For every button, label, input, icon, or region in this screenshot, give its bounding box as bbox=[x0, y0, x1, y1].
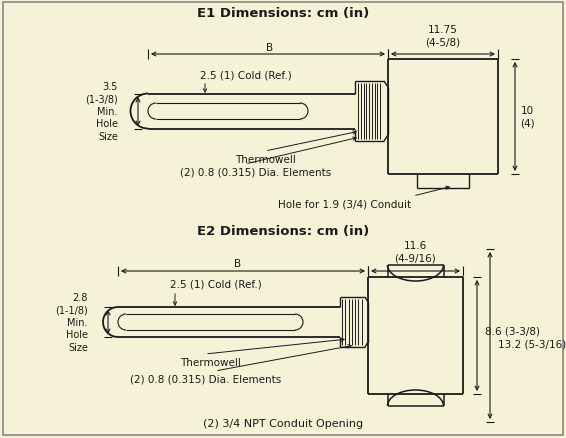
Text: E1 Dimensions: cm (in): E1 Dimensions: cm (in) bbox=[197, 7, 369, 21]
Text: Thermowell: Thermowell bbox=[180, 357, 241, 367]
Text: 3.5
(1-3/8)
Min.
Hole
Size: 3.5 (1-3/8) Min. Hole Size bbox=[85, 82, 118, 141]
Text: 11.75
(4-5/8): 11.75 (4-5/8) bbox=[426, 25, 461, 47]
Text: 11.6
(4-9/16): 11.6 (4-9/16) bbox=[394, 240, 436, 263]
Text: Hole for 1.9 (3/4) Conduit: Hole for 1.9 (3/4) Conduit bbox=[278, 200, 411, 209]
Text: (2) 3/4 NPT Conduit Opening: (2) 3/4 NPT Conduit Opening bbox=[203, 418, 363, 428]
Text: (2) 0.8 (0.315) Dia. Elements: (2) 0.8 (0.315) Dia. Elements bbox=[130, 374, 281, 384]
Text: Thermowell: Thermowell bbox=[235, 155, 296, 165]
Text: 10
(4): 10 (4) bbox=[520, 106, 534, 128]
Text: 8.6 (3-3/8): 8.6 (3-3/8) bbox=[485, 326, 540, 336]
Text: B: B bbox=[234, 258, 242, 268]
Text: B: B bbox=[267, 43, 273, 53]
Text: 13.2 (5-3/16) Nom.: 13.2 (5-3/16) Nom. bbox=[498, 339, 566, 349]
Text: 2.8
(1-1/8)
Min.
Hole
Size: 2.8 (1-1/8) Min. Hole Size bbox=[55, 293, 88, 352]
Text: 2.5 (1) Cold (Ref.): 2.5 (1) Cold (Ref.) bbox=[200, 70, 291, 80]
Text: 2.5 (1) Cold (Ref.): 2.5 (1) Cold (Ref.) bbox=[170, 279, 261, 290]
Text: (2) 0.8 (0.315) Dia. Elements: (2) 0.8 (0.315) Dia. Elements bbox=[180, 168, 331, 177]
Text: E2 Dimensions: cm (in): E2 Dimensions: cm (in) bbox=[197, 225, 369, 238]
